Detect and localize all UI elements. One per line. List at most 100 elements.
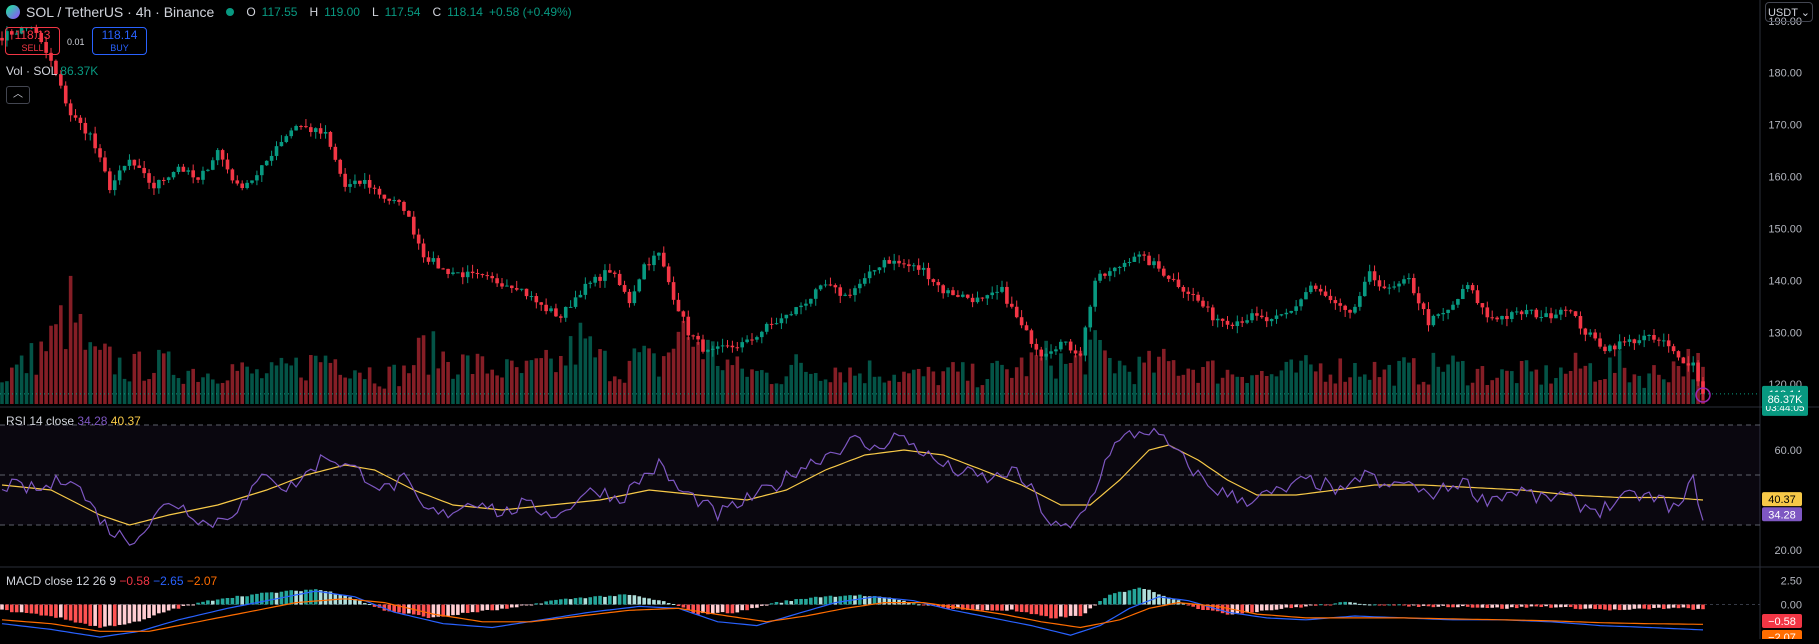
- macd-hist-bar: [1063, 604, 1068, 618]
- candle-body: [362, 180, 367, 184]
- volume-bar: [1024, 376, 1029, 404]
- macd-signal-line: [1, 598, 1703, 632]
- volume-legend[interactable]: Vol · SOL 86.37K: [6, 64, 98, 78]
- macd-hist-bar: [1647, 604, 1651, 610]
- rsi-legend[interactable]: RSI 14 close 34.28 40.37: [6, 414, 141, 428]
- candle-body: [809, 298, 813, 304]
- macd-hist-value: −0.58: [119, 574, 150, 588]
- macd-hist-bar: [740, 604, 745, 611]
- candle-body: [862, 278, 867, 284]
- volume-bar: [671, 348, 676, 404]
- volume-bar: [1210, 360, 1215, 404]
- candle-body: [671, 282, 676, 300]
- macd-hist-bar: [206, 600, 210, 605]
- candle-body: [147, 173, 151, 183]
- macd-hist-bar: [284, 590, 289, 605]
- macd-hist-bar: [1397, 604, 1401, 606]
- rsi-name: RSI 14 close: [6, 414, 75, 428]
- volume-bar: [657, 376, 661, 404]
- candle-body: [681, 311, 686, 317]
- volume-bar: [1510, 371, 1514, 404]
- candle-body: [206, 169, 210, 171]
- volume-bar: [397, 386, 401, 404]
- volume-bar: [132, 353, 137, 404]
- macd-hist-bar: [387, 604, 392, 612]
- candle-body: [1338, 303, 1343, 306]
- collapse-legend-button[interactable]: ︿: [6, 86, 30, 104]
- volume-bar: [995, 360, 999, 404]
- candle-body: [946, 290, 950, 294]
- candle-body: [921, 267, 926, 270]
- candle-body: [1642, 335, 1646, 341]
- candle-body: [1274, 315, 1279, 319]
- volume-bar: [14, 364, 19, 404]
- macd-hist-bar: [632, 595, 637, 605]
- macd-hist-bar: [245, 596, 249, 605]
- volume-bar: [1544, 365, 1548, 404]
- volume-bar: [1617, 350, 1622, 404]
- volume-bar: [1196, 382, 1200, 404]
- price-tick-label: 180.00: [1768, 68, 1802, 80]
- macd-hist-bar: [1637, 604, 1642, 609]
- candle-body: [1201, 300, 1205, 307]
- macd-hist-bar: [1652, 604, 1656, 609]
- macd-hist-bar: [1495, 604, 1499, 608]
- volume-bar: [1083, 374, 1088, 404]
- macd-hist-bar: [661, 601, 666, 605]
- macd-hist-bar: [1549, 604, 1553, 608]
- candle-body: [186, 170, 191, 172]
- candle-body: [54, 60, 58, 75]
- volume-bar: [1367, 379, 1372, 404]
- sell-button[interactable]: 118.13 SELL: [5, 27, 60, 55]
- macd-hist-bar: [892, 599, 896, 605]
- volume-bar: [1588, 363, 1593, 404]
- currency-select[interactable]: USDT ⌄: [1765, 2, 1813, 22]
- symbol-title[interactable]: SOL / TetherUS · 4h · Binance: [26, 4, 215, 20]
- volume-bar: [877, 376, 882, 404]
- macd-legend[interactable]: MACD close 12 26 9 −0.58 −2.65 −2.07: [6, 574, 217, 588]
- macd-hist-bar: [510, 604, 514, 608]
- rsi-ma-value: 40.37: [110, 414, 141, 428]
- candle-body: [250, 180, 254, 183]
- candle-body: [1279, 314, 1284, 316]
- candle-body: [1014, 306, 1019, 318]
- macd-hist-bar: [235, 595, 240, 605]
- candle-body: [637, 279, 642, 292]
- solana-logo-icon: [6, 5, 20, 19]
- volume-bars: [0, 275, 1705, 404]
- candle-body: [240, 183, 244, 189]
- volume-bar: [1044, 340, 1048, 404]
- macd-hist-bar: [838, 596, 843, 605]
- macd-hist-bar: [755, 604, 759, 608]
- volume-bar: [235, 370, 240, 404]
- macd-hist-bar: [191, 604, 195, 606]
- rsi-tick-label: 20.00: [1774, 545, 1802, 557]
- volume-bar: [902, 371, 906, 404]
- candle-body: [49, 52, 53, 61]
- volume-bar: [127, 381, 132, 404]
- volume-bar: [1088, 339, 1093, 404]
- candle-body: [1191, 293, 1195, 295]
- macd-hist-bar: [1260, 604, 1264, 611]
- candle-body: [416, 234, 421, 244]
- macd-hist-bar: [642, 597, 646, 605]
- macd-hist-bar: [1328, 604, 1333, 606]
- volume-bar: [279, 357, 284, 404]
- candle-body: [936, 282, 941, 286]
- candle-body: [1255, 313, 1259, 316]
- volume-bar: [1563, 373, 1568, 404]
- candle-body: [166, 177, 171, 181]
- volume-bar: [24, 373, 29, 404]
- candle-body: [1225, 320, 1230, 325]
- volume-bar: [348, 378, 352, 404]
- macd-hist-bar: [24, 604, 29, 613]
- candle-body: [1416, 293, 1421, 304]
- macd-hist-bar: [612, 596, 617, 605]
- volume-bar: [818, 380, 823, 404]
- macd-hist-bar: [1622, 604, 1627, 610]
- buy-button[interactable]: 118.14 BUY: [92, 27, 147, 55]
- candle-body: [1524, 310, 1529, 315]
- candle-body: [1078, 353, 1083, 356]
